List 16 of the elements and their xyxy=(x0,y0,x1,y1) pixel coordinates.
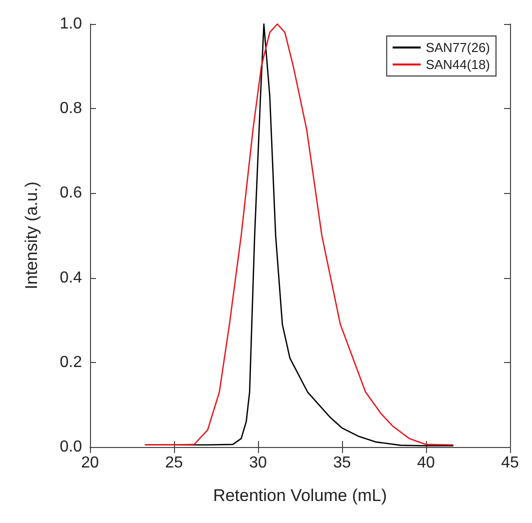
y-tick-label: 0.2 xyxy=(60,354,82,371)
x-axis-title: Retention Volume (mL) xyxy=(213,486,387,505)
y-tick-label: 0.6 xyxy=(60,184,82,202)
y-tick-label: 1.0 xyxy=(60,16,82,32)
legend-label: SAN77(26) xyxy=(426,40,490,55)
x-tick-label: 35 xyxy=(333,454,351,472)
x-tick-label: 25 xyxy=(165,454,183,472)
y-tick-label: 0.4 xyxy=(60,269,82,286)
y-axis-title: Intensity (a.u.) xyxy=(22,182,41,290)
x-tick-label: 45 xyxy=(501,454,519,472)
x-tick-label: 30 xyxy=(249,454,267,472)
x-tick-label: 20 xyxy=(81,454,99,472)
x-tick-label: 40 xyxy=(417,454,435,472)
y-tick-label: 0.0 xyxy=(60,438,82,456)
y-tick-label: 0.8 xyxy=(60,100,82,118)
legend-label: SAN44(18) xyxy=(426,57,490,72)
